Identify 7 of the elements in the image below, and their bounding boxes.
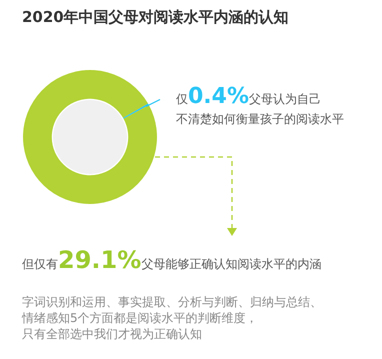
text: 情绪感知5个方面都是阅读水平的判断维度， [22,311,258,325]
text: 只有全部选中我们才视为正确认知 [22,327,202,341]
chart-title: 2020年中国父母对阅读水平内涵的认知 [22,8,289,27]
text: 字词识别和运用、事实提取、分析与判断、归纳与总结、 [22,295,322,309]
text: 不清楚如何衡量孩子的阅读水平 [176,112,344,126]
text: 但仅有29.1%父母能够正确认知阅读水平的内涵 [22,246,322,274]
text: 仅0.4%父母认为自己 [176,84,322,109]
